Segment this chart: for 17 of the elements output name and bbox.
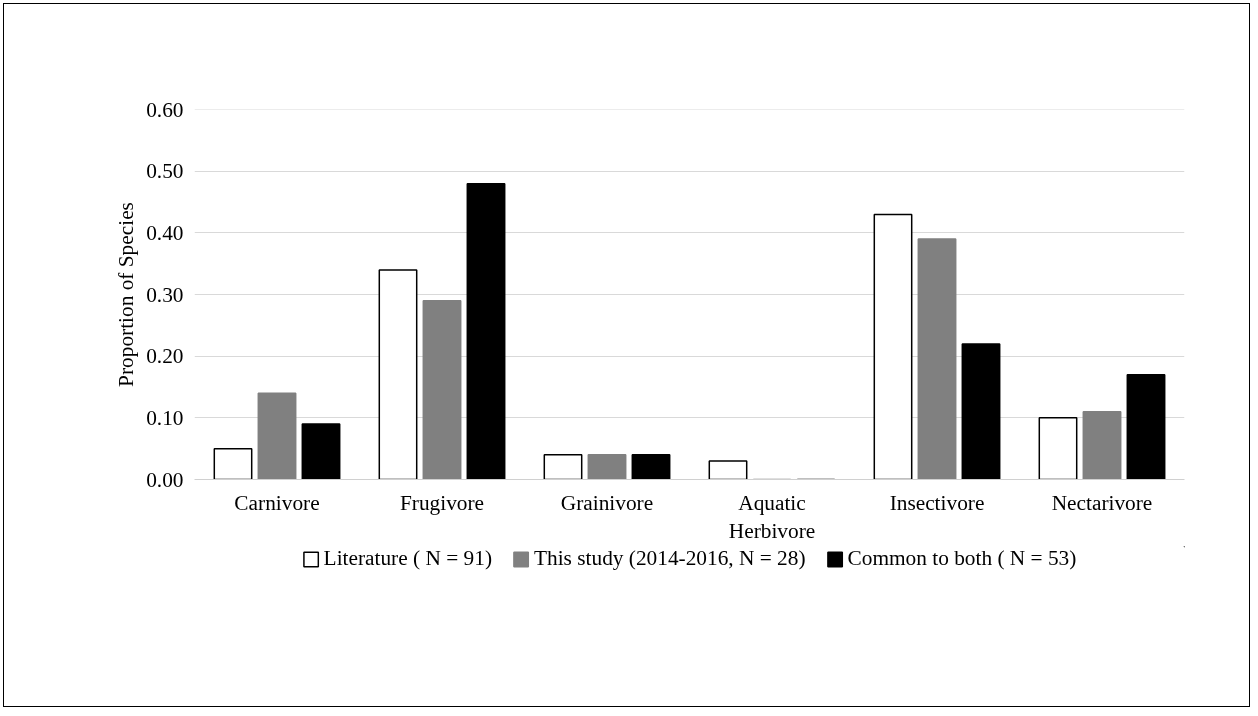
x-tick-label: Nectarivore [1051, 490, 1153, 515]
y-tick-label: 0.30 [146, 282, 184, 307]
y-axis-title: Proportion of Species [114, 202, 139, 387]
x-tick-label: Carnivore [234, 490, 320, 515]
x-tick-label: Aquatic Herbivore [728, 490, 816, 544]
y-tick-label: 0.20 [146, 344, 184, 369]
y-tick-label: 0.00 [146, 467, 184, 492]
x-tick-label: Insectivore [889, 490, 985, 515]
x-tick-label: Frugivore [399, 490, 485, 515]
y-tick-label: 0.40 [146, 220, 184, 245]
legend-label: Common to both ( N = 53) [847, 546, 1077, 571]
y-tick-label: 0.50 [146, 159, 184, 184]
x-tick-label: Grainivore [560, 490, 654, 515]
y-tick-label: 0.10 [146, 405, 184, 430]
y-tick-label: 0.60 [146, 97, 184, 122]
legend-label: This study (2014-2016, N = 28) [533, 546, 806, 571]
legend-label: Literature ( N = 91) [323, 546, 492, 571]
